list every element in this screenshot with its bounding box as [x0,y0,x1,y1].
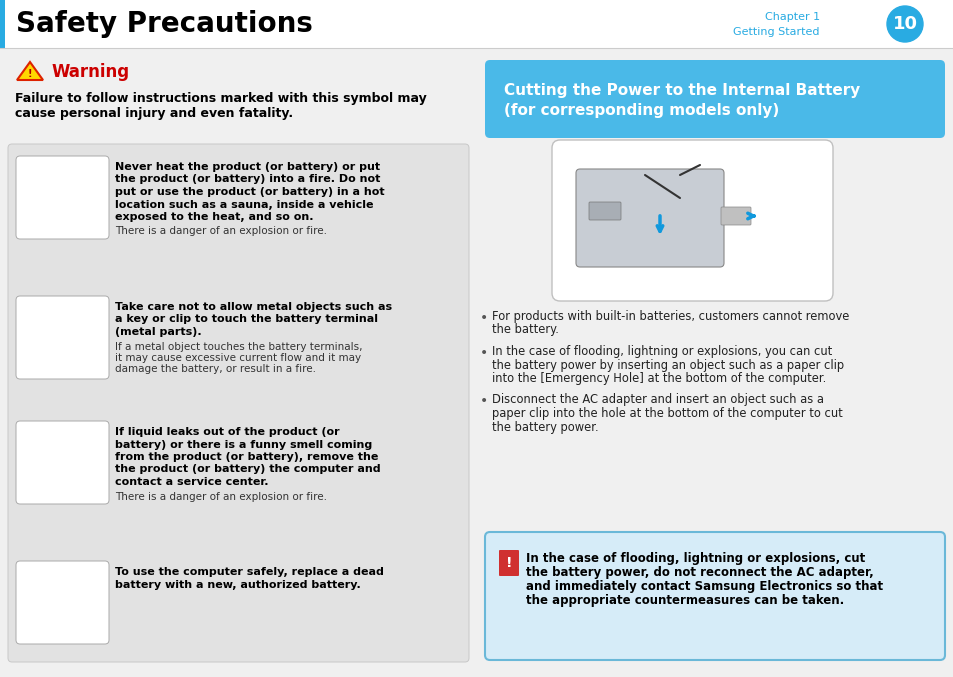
Text: a key or clip to touch the battery terminal: a key or clip to touch the battery termi… [115,315,377,324]
FancyBboxPatch shape [16,156,109,239]
Text: the battery power by inserting an object such as a paper clip: the battery power by inserting an object… [492,359,843,372]
Text: location such as a sauna, inside a vehicle: location such as a sauna, inside a vehic… [115,200,374,209]
FancyBboxPatch shape [576,169,723,267]
Text: into the [Emergency Hole] at the bottom of the computer.: into the [Emergency Hole] at the bottom … [492,372,825,385]
Text: !: ! [28,69,32,79]
Text: and immediately contact Samsung Electronics so that: and immediately contact Samsung Electron… [525,580,882,593]
Text: In the case of flooding, lightning or explosions, you can cut: In the case of flooding, lightning or ex… [492,345,831,358]
Text: To use the computer safely, replace a dead: To use the computer safely, replace a de… [115,567,383,577]
FancyBboxPatch shape [0,0,953,48]
Text: Getting Started: Getting Started [733,27,820,37]
Text: battery with a new, authorized battery.: battery with a new, authorized battery. [115,580,360,590]
Text: the battery power.: the battery power. [492,420,598,433]
Text: Warning: Warning [52,63,130,81]
Text: •: • [479,346,488,360]
Text: from the product (or battery), remove the: from the product (or battery), remove th… [115,452,378,462]
Text: Failure to follow instructions marked with this symbol may: Failure to follow instructions marked wi… [15,92,426,105]
Text: battery) or there is a funny smell coming: battery) or there is a funny smell comin… [115,439,372,450]
Text: 10: 10 [892,15,917,33]
Text: Cutting the Power to the Internal Battery: Cutting the Power to the Internal Batter… [503,83,860,98]
FancyBboxPatch shape [16,296,109,379]
Text: it may cause excessive current flow and it may: it may cause excessive current flow and … [115,353,361,363]
Text: exposed to the heat, and so on.: exposed to the heat, and so on. [115,212,314,222]
Text: (for corresponding models only): (for corresponding models only) [503,103,779,118]
FancyBboxPatch shape [0,0,5,48]
Text: damage the battery, or result in a fire.: damage the battery, or result in a fire. [115,364,315,374]
Text: Safety Precautions: Safety Precautions [16,10,313,38]
FancyBboxPatch shape [8,144,469,662]
FancyBboxPatch shape [498,550,518,576]
Text: Chapter 1: Chapter 1 [764,12,820,22]
Text: If liquid leaks out of the product (or: If liquid leaks out of the product (or [115,427,339,437]
Text: In the case of flooding, lightning or explosions, cut: In the case of flooding, lightning or ex… [525,552,864,565]
FancyBboxPatch shape [16,421,109,504]
Text: put or use the product (or battery) in a hot: put or use the product (or battery) in a… [115,187,384,197]
Text: paper clip into the hole at the bottom of the computer to cut: paper clip into the hole at the bottom o… [492,407,841,420]
Text: For products with built-in batteries, customers cannot remove: For products with built-in batteries, cu… [492,310,848,323]
Circle shape [886,6,923,42]
Text: cause personal injury and even fatality.: cause personal injury and even fatality. [15,107,293,120]
Text: •: • [479,311,488,325]
Text: Take care not to allow metal objects such as: Take care not to allow metal objects suc… [115,302,392,312]
Text: If a metal object touches the battery terminals,: If a metal object touches the battery te… [115,341,362,351]
Text: There is a danger of an explosion or fire.: There is a danger of an explosion or fir… [115,227,327,236]
Text: the battery power, do not reconnect the AC adapter,: the battery power, do not reconnect the … [525,566,873,579]
FancyBboxPatch shape [588,202,620,220]
Text: the appropriate countermeasures can be taken.: the appropriate countermeasures can be t… [525,594,843,607]
Text: !: ! [505,556,512,570]
FancyBboxPatch shape [16,561,109,644]
Text: Never heat the product (or battery) or put: Never heat the product (or battery) or p… [115,162,379,172]
Text: •: • [479,395,488,408]
FancyBboxPatch shape [552,140,832,301]
Text: (metal parts).: (metal parts). [115,327,201,337]
Text: There is a danger of an explosion or fire.: There is a danger of an explosion or fir… [115,492,327,502]
FancyBboxPatch shape [720,207,750,225]
Text: the product (or battery) the computer and: the product (or battery) the computer an… [115,464,380,475]
FancyBboxPatch shape [484,532,944,660]
Text: contact a service center.: contact a service center. [115,477,268,487]
Text: Disconnect the AC adapter and insert an object such as a: Disconnect the AC adapter and insert an … [492,393,823,406]
FancyBboxPatch shape [484,60,944,138]
Text: the product (or battery) into a fire. Do not: the product (or battery) into a fire. Do… [115,175,380,185]
Text: the battery.: the battery. [492,324,558,336]
Polygon shape [17,62,43,80]
